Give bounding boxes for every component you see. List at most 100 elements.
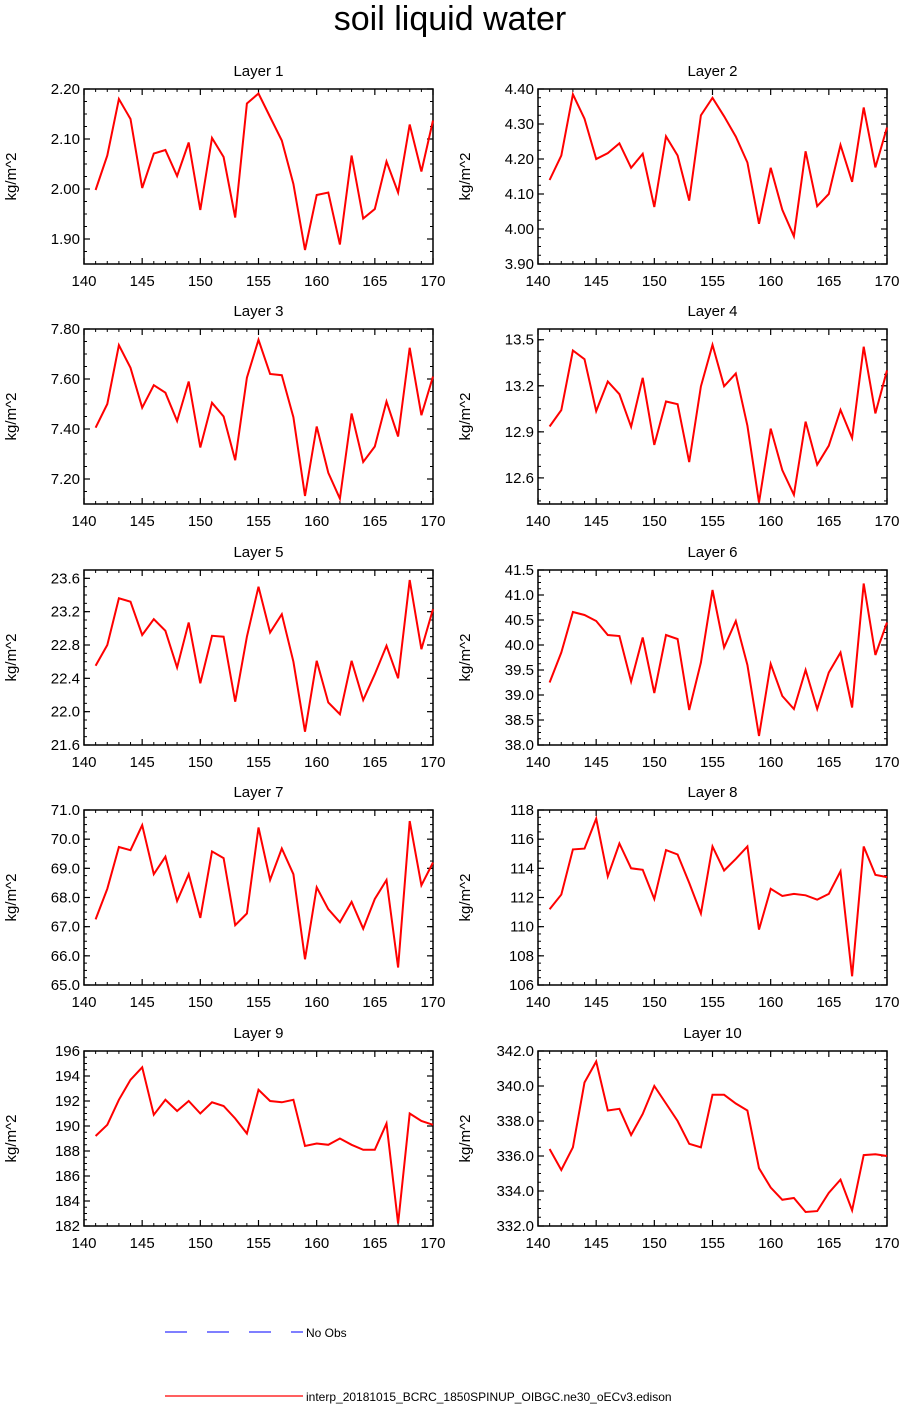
y-tick-label: 12.9 [505,424,534,441]
y-tick-label: 110 [510,919,534,936]
x-tick-label: 140 [71,754,96,771]
plot-frame [83,328,434,505]
series-line [94,1065,434,1224]
y-tick-label: 71.0 [51,802,80,819]
y-tick-label: 336.0 [496,1148,534,1165]
x-tick-label: 145 [130,1235,155,1252]
series-line [548,341,888,503]
x-tick-label: 165 [816,994,841,1011]
panel-layer-7: Layer 7 140 145 150 155 160 165 170 65.0 66.0 67.0… [3,784,446,1011]
x-tick-label: 140 [525,513,550,530]
x-tick-label: 170 [874,513,899,530]
y-tick-label: 38.5 [505,712,534,729]
series-line [94,579,434,732]
y-axis-label: kg/m^2 [457,153,474,201]
x-tick-label: 140 [525,994,550,1011]
y-tick-label: 41.0 [505,587,534,604]
y-tick-label: 13.2 [505,378,534,395]
x-tick-label: 150 [188,994,213,1011]
x-tick-label: 150 [642,1235,667,1252]
x-tick-label: 145 [584,273,609,290]
x-tick-label: 170 [420,754,445,771]
y-tick-label: 334.0 [496,1183,534,1200]
x-tick-label: 155 [700,754,725,771]
y-tick-label: 67.0 [51,919,80,936]
y-tick-label: 182 [55,1218,80,1235]
y-axis-label: kg/m^2 [457,874,474,922]
panel-title: Layer 6 [687,544,737,561]
y-tick-label: 40.5 [505,612,534,629]
panel-title: Layer 2 [687,63,737,80]
x-tick-label: 140 [525,1235,550,1252]
panel-title: Layer 5 [233,544,283,561]
panels-group: Layer 1 140 145 150 155 160 165 170 1.90 2.00 2.10… [3,63,900,1252]
x-tick-label: 160 [758,754,783,771]
x-tick-label: 150 [188,1235,213,1252]
x-tick-label: 145 [130,754,155,771]
x-tick-label: 160 [758,994,783,1011]
panel-title: Layer 8 [687,784,737,801]
x-tick-label: 170 [420,1235,445,1252]
y-tick-label: 22.0 [51,704,80,721]
x-tick-label: 170 [874,994,899,1011]
x-tick-label: 160 [304,754,329,771]
y-tick-label: 39.0 [505,687,534,704]
y-tick-label: 41.5 [505,562,534,579]
plot-frame [537,328,888,505]
x-tick-label: 160 [304,513,329,530]
x-tick-label: 150 [188,273,213,290]
panel-title: Layer 4 [687,303,737,320]
y-tick-label: 114 [510,860,534,877]
figure-title: soil liquid water [334,0,566,38]
y-tick-label: 70.0 [51,831,80,848]
y-tick-label: 4.30 [505,116,534,133]
x-tick-label: 160 [304,1235,329,1252]
series-line [94,91,434,251]
x-tick-label: 150 [642,273,667,290]
y-tick-label: 40.0 [505,637,534,654]
panel-layer-2: Layer 2 140 145 150 155 160 165 170 3.90 4.00 4.10… [457,63,900,290]
plot-frame [83,88,434,265]
x-tick-label: 165 [362,754,387,771]
x-tick-label: 145 [130,273,155,290]
x-tick-label: 170 [874,754,899,771]
panel-layer-8: Layer 8 140 145 150 155 160 165 170 106 108 110 112… [457,784,900,1011]
y-tick-label: 106 [509,977,534,994]
x-tick-label: 145 [130,513,155,530]
x-tick-label: 155 [246,1235,271,1252]
x-tick-label: 170 [874,273,899,290]
x-tick-label: 150 [188,754,213,771]
y-tick-label: 12.6 [505,470,534,487]
y-tick-label: 66.0 [51,948,80,965]
y-axis-label: kg/m^2 [3,634,20,682]
x-tick-label: 160 [758,1235,783,1252]
y-tick-label: 340.0 [496,1078,534,1095]
y-axis-label: kg/m^2 [3,1115,20,1163]
x-tick-label: 160 [304,273,329,290]
x-tick-label: 170 [420,513,445,530]
x-tick-label: 155 [700,1235,725,1252]
x-tick-label: 150 [188,513,213,530]
y-tick-label: 188 [55,1143,80,1160]
y-tick-label: 13.5 [505,332,534,349]
y-axis-label: kg/m^2 [3,393,20,441]
x-tick-label: 165 [362,994,387,1011]
x-tick-label: 145 [130,994,155,1011]
y-tick-label: 4.10 [505,186,534,203]
legend: No Obs interp_20181015_BCRC_1850SPINUP_O… [165,1326,672,1404]
x-tick-label: 145 [584,994,609,1011]
y-tick-label: 192 [55,1093,80,1110]
panel-title: Layer 7 [233,784,283,801]
x-tick-label: 165 [362,513,387,530]
series-line [94,820,434,968]
y-tick-label: 116 [510,831,534,848]
x-tick-label: 145 [584,754,609,771]
x-tick-label: 160 [758,513,783,530]
panel-layer-3: Layer 3 140 145 150 155 160 165 170 7.20 7.40 7.60… [3,303,446,530]
x-tick-label: 170 [420,994,445,1011]
y-tick-label: 338.0 [496,1113,534,1130]
y-tick-label: 3.90 [505,256,534,273]
y-tick-label: 23.2 [51,604,80,621]
y-tick-label: 7.60 [51,371,80,388]
